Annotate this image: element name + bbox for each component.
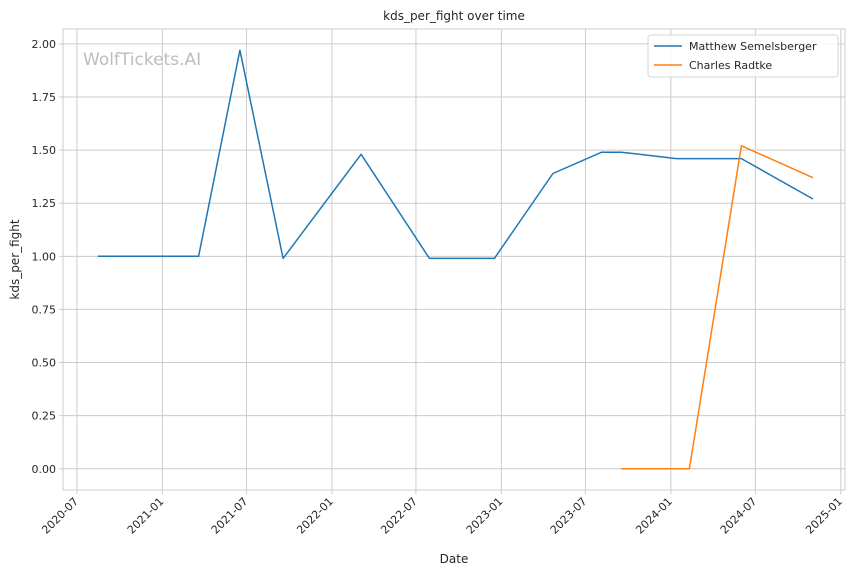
y-axis-ticks: 0.00 0.25 0.50 0.75 1.00 1.25 1.50 1.75 2.00: [32, 38, 63, 476]
grid-lines: [63, 29, 845, 490]
chart-title: kds_per_fight over time: [383, 9, 525, 23]
x-tick-label: 2021-01: [125, 495, 167, 537]
x-tick-label: 2022-07: [378, 495, 420, 537]
y-tick-label: 0.50: [32, 357, 57, 370]
y-tick-label: 1.75: [32, 91, 57, 104]
y-tick-label: 1.00: [32, 250, 57, 263]
x-tick-label: 2020-07: [39, 495, 81, 537]
x-tick-label: 2022-01: [294, 495, 336, 537]
x-tick-label: 2023-07: [548, 495, 590, 537]
x-tick-label: 2024-07: [718, 495, 760, 537]
y-tick-label: 0.75: [32, 303, 57, 316]
x-axis-label: Date: [440, 552, 469, 566]
legend-label-1: Charles Radtke: [689, 59, 772, 72]
y-tick-label: 0.00: [32, 463, 57, 476]
y-tick-label: 2.00: [32, 38, 57, 51]
plot-area: [62, 28, 846, 491]
y-tick-label: 1.50: [32, 144, 57, 157]
series-line-0: [97, 49, 814, 260]
x-axis-ticks: 2020-07 2021-01 2021-07 2022-01 2022-07 2023-…: [39, 490, 845, 537]
x-tick-label: 2021-07: [209, 495, 251, 537]
legend-box: [647, 34, 839, 78]
x-tick-label: 2025-01: [803, 495, 845, 537]
y-tick-label: 0.25: [32, 410, 57, 423]
legend-label-0: Matthew Semelsberger: [689, 40, 817, 53]
x-tick-label: 2024-01: [633, 495, 675, 537]
watermark-text: WolfTickets.AI: [83, 50, 201, 70]
series-line-1: [621, 145, 814, 470]
series-lines: [97, 49, 814, 470]
y-axis-label: kds_per_fight: [8, 219, 22, 300]
legend: Matthew Semelsberger Charles Radtke: [647, 34, 839, 78]
x-tick-label: 2023-01: [464, 495, 506, 537]
y-tick-label: 1.25: [32, 197, 57, 210]
